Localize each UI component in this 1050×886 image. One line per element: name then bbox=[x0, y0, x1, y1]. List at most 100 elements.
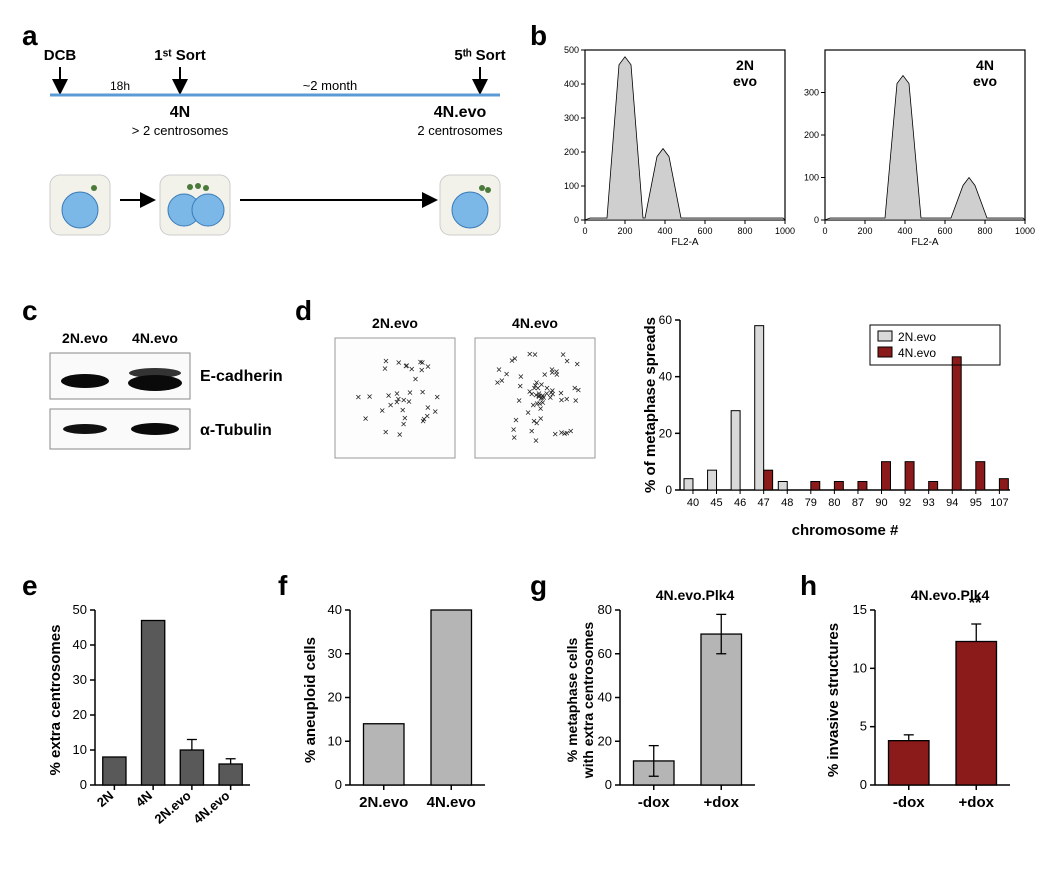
svg-text:4N: 4N bbox=[170, 104, 190, 121]
svg-text:✕: ✕ bbox=[419, 388, 426, 397]
svg-text:45: 45 bbox=[710, 497, 722, 509]
svg-text:100: 100 bbox=[804, 173, 819, 183]
svg-text:200: 200 bbox=[804, 130, 819, 140]
panel-h: 4N.evo.Plk4 051015 -dox+dox ** % invasiv… bbox=[820, 585, 1040, 875]
svg-text:✕: ✕ bbox=[420, 417, 427, 426]
svg-text:✕: ✕ bbox=[549, 369, 556, 378]
svg-text:% invasive structures: % invasive structures bbox=[825, 623, 842, 777]
svg-text:2N.evo: 2N.evo bbox=[372, 315, 418, 331]
svg-text:15: 15 bbox=[853, 602, 867, 617]
svg-text:✕: ✕ bbox=[571, 384, 578, 393]
svg-text:✕: ✕ bbox=[511, 434, 518, 443]
svg-text:40: 40 bbox=[659, 370, 673, 384]
svg-text:✕: ✕ bbox=[499, 377, 506, 386]
panel-f: 010203040 2N.evo4N.evo % aneuploid cells bbox=[300, 600, 510, 870]
svg-text:✕: ✕ bbox=[366, 392, 373, 401]
svg-text:100: 100 bbox=[564, 181, 579, 191]
svg-text:2 centrosomes: 2 centrosomes bbox=[417, 123, 503, 138]
panel-g: 4N.evo.Plk4 020406080 -dox+dox % metapha… bbox=[555, 585, 785, 875]
svg-text:✕: ✕ bbox=[532, 351, 539, 360]
svg-text:✕: ✕ bbox=[558, 396, 565, 405]
svg-text:✕: ✕ bbox=[396, 430, 403, 439]
svg-text:0: 0 bbox=[860, 777, 867, 792]
svg-text:with extra centrosomes: with extra centrosomes bbox=[580, 622, 596, 780]
svg-text:✕: ✕ bbox=[536, 399, 543, 408]
svg-text:✕: ✕ bbox=[382, 428, 389, 437]
svg-text:4N.evo: 4N.evo bbox=[132, 330, 178, 346]
svg-text:✕: ✕ bbox=[567, 427, 574, 436]
svg-text:80: 80 bbox=[828, 497, 840, 509]
svg-text:✕: ✕ bbox=[574, 360, 581, 369]
svg-text:20: 20 bbox=[328, 690, 342, 705]
svg-text:40: 40 bbox=[598, 690, 612, 705]
svg-text:✕: ✕ bbox=[379, 406, 386, 415]
panel-c: 2N.evo 4N.evo E-cadherin α-Tubulin bbox=[35, 325, 285, 495]
svg-text:✕: ✕ bbox=[538, 380, 545, 389]
svg-text:5: 5 bbox=[860, 719, 867, 734]
svg-text:✕: ✕ bbox=[525, 408, 532, 417]
svg-text:✕: ✕ bbox=[537, 415, 544, 424]
svg-text:2N.evo: 2N.evo bbox=[151, 788, 193, 827]
svg-text:500: 500 bbox=[564, 45, 579, 55]
svg-text:✕: ✕ bbox=[533, 436, 540, 445]
svg-text:✕: ✕ bbox=[531, 417, 538, 426]
svg-text:60: 60 bbox=[598, 646, 612, 661]
svg-text:+dox: +dox bbox=[704, 794, 740, 811]
svg-text:2N: 2N bbox=[94, 788, 116, 810]
svg-text:✕: ✕ bbox=[355, 393, 362, 402]
svg-text:0: 0 bbox=[574, 215, 579, 225]
panel-a-svg: DCB 1ˢᵗ Sort 5ᵗʰ Sort 18h ~2 month 4N > … bbox=[40, 45, 510, 270]
svg-text:10: 10 bbox=[328, 733, 342, 748]
svg-text:✕: ✕ bbox=[572, 396, 579, 405]
panel-label-c: c bbox=[22, 295, 38, 327]
svg-text:200: 200 bbox=[857, 226, 872, 236]
svg-text:✕: ✕ bbox=[408, 365, 415, 374]
hist-2n: 2N evo 0100200300400500 0200400600800100… bbox=[564, 45, 795, 248]
svg-text:30: 30 bbox=[73, 672, 87, 687]
svg-text:2N.evo: 2N.evo bbox=[359, 794, 408, 811]
panel-label-a: a bbox=[22, 20, 38, 52]
svg-text:✕: ✕ bbox=[418, 366, 425, 375]
svg-text:✕: ✕ bbox=[517, 382, 524, 391]
svg-text:✕: ✕ bbox=[395, 359, 402, 368]
svg-text:✕: ✕ bbox=[407, 388, 414, 397]
svg-text:94: 94 bbox=[946, 497, 958, 509]
svg-text:4N: 4N bbox=[133, 788, 155, 810]
svg-text:46: 46 bbox=[734, 497, 746, 509]
svg-text:✕: ✕ bbox=[394, 390, 401, 399]
svg-text:4N.evo: 4N.evo bbox=[190, 788, 232, 827]
svg-text:800: 800 bbox=[737, 226, 752, 236]
svg-text:✕: ✕ bbox=[412, 375, 419, 384]
cell-3 bbox=[440, 175, 500, 235]
svg-text:✕: ✕ bbox=[512, 355, 519, 364]
svg-text:✕: ✕ bbox=[541, 371, 548, 380]
svg-text:% extra centrosomes: % extra centrosomes bbox=[47, 625, 64, 776]
panel-d: 2N.evo 4N.evo ✕✕✕✕✕✕✕✕✕✕✕✕✕✕✕✕✕✕✕✕✕✕✕✕✕✕… bbox=[320, 310, 1040, 555]
svg-text:✕: ✕ bbox=[528, 427, 535, 436]
svg-text:✕: ✕ bbox=[399, 406, 406, 415]
svg-text:✕: ✕ bbox=[518, 373, 525, 382]
svg-text:92: 92 bbox=[899, 497, 911, 509]
svg-text:4N.evo.Plk4: 4N.evo.Plk4 bbox=[656, 587, 735, 603]
svg-text:50: 50 bbox=[73, 602, 87, 617]
svg-text:0: 0 bbox=[335, 777, 342, 792]
svg-text:87: 87 bbox=[852, 497, 864, 509]
cell-2 bbox=[160, 175, 230, 235]
svg-text:chromosome #: chromosome # bbox=[792, 522, 899, 539]
svg-text:200: 200 bbox=[564, 147, 579, 157]
sort5-label: 5ᵗʰ Sort bbox=[454, 47, 505, 64]
svg-text:200: 200 bbox=[617, 226, 632, 236]
svg-text:-dox: -dox bbox=[638, 794, 670, 811]
svg-text:evo: evo bbox=[733, 73, 757, 89]
svg-text:800: 800 bbox=[977, 226, 992, 236]
svg-text:40: 40 bbox=[328, 602, 342, 617]
svg-text:0: 0 bbox=[582, 226, 587, 236]
svg-text:20: 20 bbox=[659, 426, 673, 440]
svg-text:107: 107 bbox=[990, 497, 1008, 509]
svg-text:> 2 centrosomes: > 2 centrosomes bbox=[132, 123, 229, 138]
svg-text:40: 40 bbox=[73, 637, 87, 652]
svg-text:FL2-A: FL2-A bbox=[671, 237, 699, 248]
svg-text:✕: ✕ bbox=[496, 366, 503, 375]
hist-4n: 4N evo 0100200300 02004006008001000 FL2-… bbox=[804, 50, 1035, 248]
sort1-label: 1ˢᵗ Sort bbox=[154, 47, 205, 64]
